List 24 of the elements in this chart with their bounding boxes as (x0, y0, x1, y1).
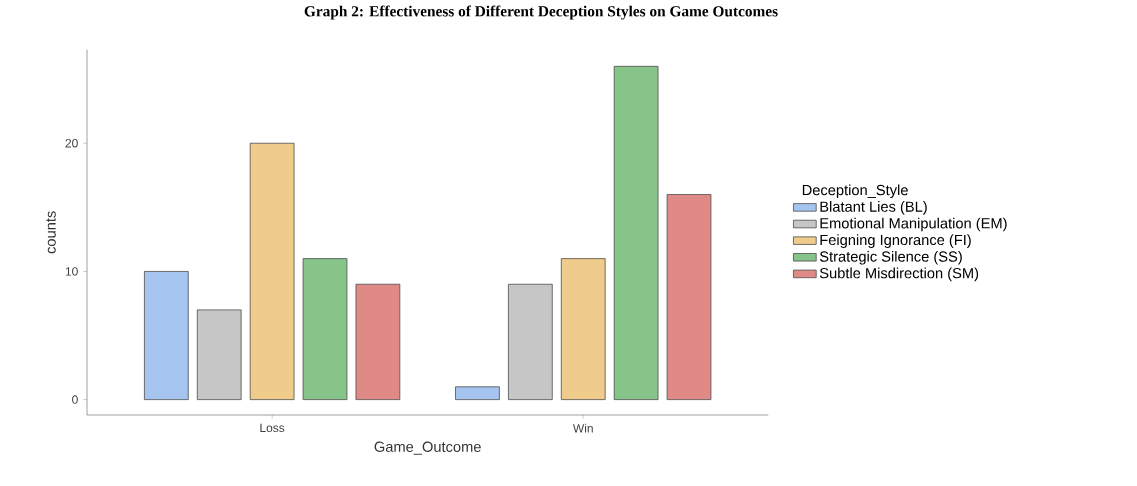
y-tick-label: 20 (65, 138, 78, 148)
legend-label: Blatant Lies (BL) (820, 201, 927, 215)
legend-label: Subtle Misdirection (SM) (819, 267, 979, 282)
y-tick-label: 0 (72, 395, 78, 404)
legend-label: Strategic Silence (SS) (819, 250, 962, 265)
x-tick-label: Win (572, 423, 593, 433)
bar (302, 258, 348, 401)
legend-label: Emotional Manipulation (EM) (820, 217, 1007, 232)
bar (455, 386, 500, 401)
bar (144, 271, 189, 401)
bar (508, 283, 553, 401)
chart-title: Graph 2: Effectiveness of Different Deception Styles on Game Outcomes (304, 5, 778, 20)
legend-title: Deception_Style (802, 184, 908, 199)
bar (560, 258, 606, 401)
bar (196, 309, 242, 401)
legend-label: Feigning Ignorance (FI) (820, 234, 971, 248)
y-axis-title: counts (46, 211, 56, 254)
y-tick-label: 10 (65, 267, 78, 276)
bar (249, 142, 295, 401)
bar (355, 283, 401, 401)
bar (666, 194, 712, 401)
x-tick-label: Loss (260, 423, 285, 433)
bar (613, 65, 659, 401)
x-axis-title: Game_Outcome (374, 441, 481, 455)
